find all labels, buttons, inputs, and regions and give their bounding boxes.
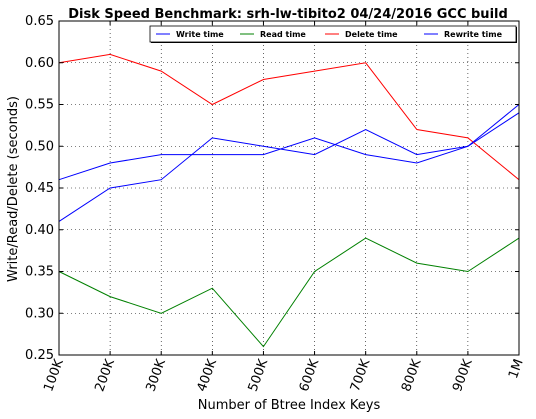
series-line-rewrite-time — [58, 104, 520, 222]
x-tick-label: 400K — [195, 357, 221, 394]
x-tick-label: 500K — [246, 357, 272, 394]
chart-title: Disk Speed Benchmark: srh-lw-tibito2 04/… — [68, 7, 508, 22]
y-tick-label: 0.30 — [25, 306, 54, 321]
x-tick-label: 900K — [450, 357, 476, 394]
legend-label: Rewrite time — [444, 30, 503, 39]
plot-frame — [58, 20, 520, 356]
series-line-write-time — [58, 112, 520, 181]
legend: Write time Read time Delete time Rewrite ti… — [149, 25, 517, 43]
x-tick-label: 700K — [348, 357, 374, 394]
x-tick-label: 600K — [297, 357, 323, 394]
grid — [59, 21, 519, 355]
x-axis-label: Number of Btree Index Keys — [198, 398, 381, 413]
y-tick-label: 0.25 — [25, 348, 54, 363]
x-tick-label: 200K — [92, 357, 118, 394]
series-lines — [58, 53, 520, 348]
x-tick-label: 800K — [399, 357, 425, 394]
y-tick-label: 0.35 — [25, 265, 54, 280]
x-tick-label: 300K — [143, 357, 169, 394]
legend-label: Read time — [260, 30, 306, 39]
legend-label: Delete time — [345, 30, 398, 39]
axis-ticks: 0.250.300.350.400.450.500.550.600.65100K… — [25, 14, 527, 394]
legend-label: Write time — [176, 30, 224, 39]
y-tick-label: 0.60 — [25, 56, 54, 71]
y-tick-label: 0.45 — [25, 181, 54, 196]
series-line-read-time — [58, 237, 520, 348]
y-tick-label: 0.65 — [25, 14, 54, 29]
y-tick-label: 0.40 — [25, 223, 54, 238]
y-axis-label: Write/Read/Delete (seconds) — [6, 96, 21, 282]
y-tick-label: 0.50 — [25, 139, 54, 154]
y-tick-label: 0.55 — [25, 98, 54, 113]
series-line-delete-time — [58, 53, 520, 181]
x-tick-label: 1M — [506, 357, 527, 380]
